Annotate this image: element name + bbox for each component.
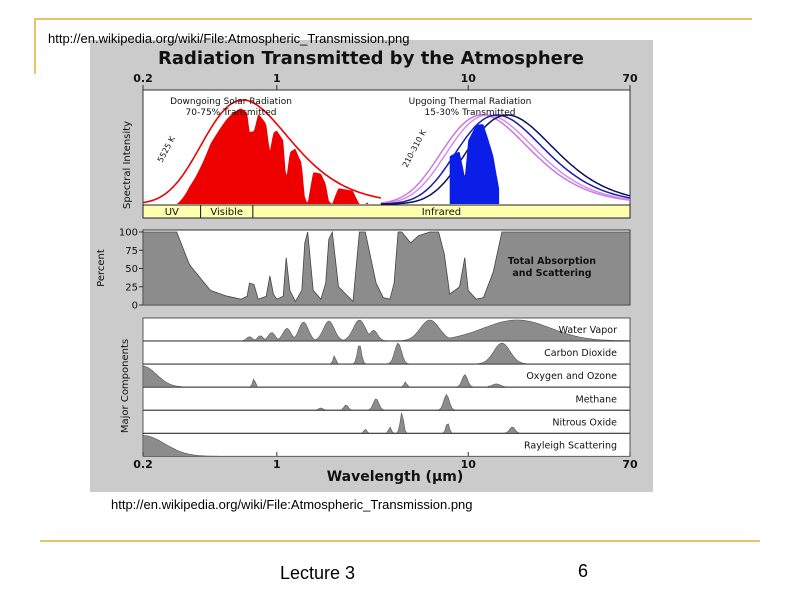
components-ylabel: Major Components (120, 339, 131, 433)
component-label: Water Vapor (559, 325, 618, 336)
major-components: Water Vapor Carbon Dioxide Oxygen and Ozon… (142, 317, 631, 457)
absorption-area (142, 230, 631, 306)
bottom-tick-label: 0.2 (133, 458, 153, 471)
absorption-label-line2: and Scattering (512, 268, 591, 279)
component-label: Nitrous Oxide (552, 417, 617, 428)
slide-left-rule (34, 18, 36, 74)
band-label: Visible (210, 207, 243, 218)
component-absorption-area (142, 435, 630, 457)
absorption-ytick-label: 75 (125, 246, 138, 257)
absorption-ytick-label: 0 (132, 301, 138, 312)
thermal-label-line1: Upgoing Thermal Radiation (409, 97, 532, 107)
thermal-blackbody-curve (380, 114, 631, 205)
thermal-transmitted-fill (449, 124, 500, 204)
bottom-tick-label: 10 (461, 458, 477, 471)
absorption-yaxis: 100 75 50 25 0 (119, 228, 143, 312)
lecture-label: Lecture 3 (280, 563, 356, 583)
spectral-curves (142, 99, 631, 205)
thermal-blackbody-curve (380, 114, 631, 205)
bottom-axis: 0.2 1 10 70 (133, 452, 638, 471)
solar-label-line1: Downgoing Solar Radiation (170, 97, 292, 107)
bottom-tick-label: 1 (273, 458, 281, 471)
chart-title: Radiation Transmitted by the Atmosphere (158, 48, 584, 69)
top-source-url[interactable]: http://en.wikipedia.org/wiki/File:Atmosp… (48, 31, 410, 46)
bottom-source-url[interactable]: http://en.wikipedia.org/wiki/File:Atmosp… (111, 497, 473, 512)
band-infrared (252, 204, 631, 219)
absorption-ylabel: Percent (96, 249, 107, 287)
slide-top-rule (36, 18, 752, 20)
component-label: Carbon Dioxide (544, 348, 617, 359)
thermal-blackbody-curve (380, 114, 631, 205)
spectral-ylabel: Spectral Intensity (122, 121, 133, 209)
page-number: 6 (578, 561, 589, 581)
bottom-tick-label: 70 (622, 458, 638, 471)
solar-label-line2: 70-75% Transmitted (186, 108, 277, 118)
component-label: Rayleigh Scattering (524, 441, 617, 452)
absorption-curve (142, 230, 631, 306)
footer-rule (40, 540, 760, 542)
thermal-label-line2: 15-30% Transmitted (425, 108, 516, 118)
top-tick-label: 70 (622, 72, 638, 85)
solar-transmitted-fill (176, 108, 369, 204)
component-label: Methane (576, 394, 618, 405)
atmospheric-transmission-figure: Radiation Transmitted by the Atmosphere … (90, 40, 653, 492)
band-label: UV (165, 207, 179, 218)
component-row (142, 386, 631, 411)
top-tick-label: 10 (461, 72, 477, 85)
top-tick-label: 1 (273, 72, 281, 85)
absorption-ytick-label: 100 (119, 228, 138, 239)
band-label: Infrared (422, 207, 461, 218)
thermal-blackbody-curve (380, 114, 631, 204)
solar-blackbody-curve (142, 99, 382, 204)
top-tick-label: 0.2 (133, 72, 153, 85)
absorption-ytick-label: 50 (125, 264, 138, 275)
chart-svg: Radiation Transmitted by the Atmosphere … (96, 48, 638, 485)
absorption-label-line1: Total Absorption (508, 256, 596, 267)
absorption-ytick-label: 25 (125, 282, 138, 293)
top-axis: 0.2 1 10 70 (133, 72, 638, 90)
wavelength-bands: UV Visible Infrared (142, 204, 631, 219)
x-axis-label: Wavelength (μm) (327, 469, 464, 485)
component-label: Oxygen and Ozone (526, 371, 617, 382)
